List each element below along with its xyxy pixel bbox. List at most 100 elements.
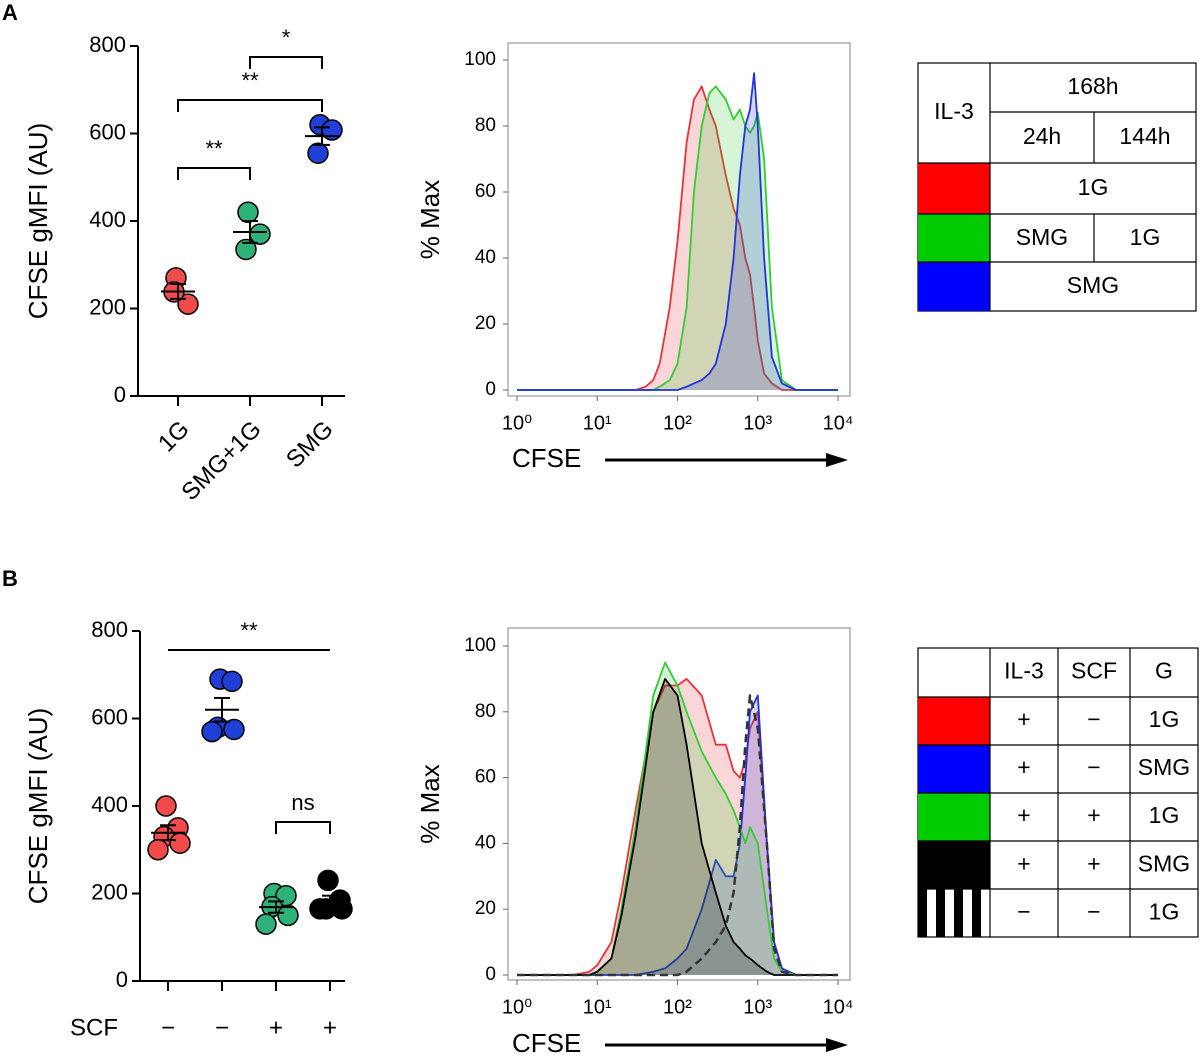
x-tick-label: + [323,1014,337,1041]
y-tick-label: 0 [116,967,128,992]
y-tick-label: 200 [91,879,128,904]
dot [223,718,245,741]
dot [255,913,277,935]
cell: 1G [1078,174,1109,200]
x-tick-label: 10⁴ [823,412,854,434]
cell: 144h [1119,123,1170,149]
dot [307,142,329,164]
swatch [918,745,990,793]
dot [237,201,259,223]
cell: 24h [1023,123,1061,149]
y-tick-label: 0 [114,382,126,407]
swatch [918,262,990,311]
y-tick-label: 400 [89,207,126,232]
x-tick-label: 1G [153,416,195,458]
x-axis-label: SCF [70,1014,118,1041]
x-tick-label: 10¹ [583,996,612,1018]
histogram [517,72,838,391]
histogram [517,85,838,391]
cell: 1G [1149,802,1180,828]
x-tick-label: − [161,1014,175,1041]
dot [147,839,169,861]
y-tick-label: 600 [89,119,126,144]
y-tick-label: 800 [89,32,126,57]
histogram [517,694,838,977]
y-tick-label: 800 [91,617,128,642]
cell: SMG [1138,754,1190,780]
y-tick-label: 40 [475,832,496,853]
dot [317,869,339,892]
cell: − [1017,899,1030,925]
panel-label: A [2,0,18,25]
dot [155,795,177,817]
histogram [517,85,838,391]
x-axis-label: CFSE [512,443,581,473]
x-tick-label: 10³ [743,412,772,434]
y-axis-label: CFSE gMFI (AU) [23,708,53,904]
y-tick-label: 80 [475,115,496,136]
y-tick-label: 400 [91,792,128,817]
y-tick-label: 100 [464,635,496,656]
cell: + [1017,706,1030,732]
x-tick-label: + [269,1014,283,1041]
x-tick-label: SMG [281,416,339,474]
dot [309,898,331,920]
plot-frame [507,627,851,981]
dot [221,670,243,693]
significance-label: ** [205,136,223,161]
dot [249,223,271,245]
x-tick-label: 10¹ [583,412,612,434]
significance-label: ** [241,68,259,93]
cell: 168h [1067,73,1118,99]
swatch [918,163,990,214]
x-axis-label: CFSE [512,1028,581,1057]
y-tick-label: 0 [485,964,496,985]
striped-swatch [918,889,981,937]
y-tick-label: 80 [475,701,496,722]
y-tick-label: 600 [91,704,128,729]
significance-label: * [282,25,291,50]
dot [201,720,223,743]
arrowhead [826,453,848,467]
cell: − [1087,899,1100,925]
x-tick-label: 10² [663,412,692,434]
cell: SMG [1016,224,1068,250]
plot-frame [507,42,851,397]
y-tick-label: 40 [475,247,496,268]
cell: IL-3 [934,98,974,124]
significance-bracket [177,99,323,112]
table: IL-3 168h 24h 144h 1G SMG 1G SMG [917,62,1197,312]
histogram [517,678,838,976]
dot [331,898,353,920]
y-tick-label: 200 [89,294,126,319]
cell: 1G [1130,224,1161,250]
x-tick-label: 10³ [743,996,772,1018]
swatch [918,697,990,745]
dot [169,832,191,854]
x-tick-label: − [215,1014,229,1041]
cell: SMG [1067,272,1119,298]
y-tick-label: 20 [475,898,496,919]
table [917,647,1199,938]
cell: + [1087,802,1100,828]
x-tick-label: 10⁴ [823,996,854,1018]
cell: IL-3 [1004,658,1044,684]
y-tick-label: 0 [485,379,496,400]
y-tick-label: 60 [475,181,496,202]
significance-bracket [275,821,331,834]
cell: 1G [1149,899,1180,925]
swatch [918,214,990,262]
significance-label: ns [291,790,314,815]
y-tick-label: 100 [464,49,496,70]
y-tick-label: 20 [475,313,496,334]
dot [235,238,257,261]
dot [277,904,299,927]
panel-label: B [2,566,18,591]
cell: − [1087,754,1100,780]
x-tick-label: SMG+1G [176,416,266,506]
cell: + [1017,850,1030,876]
y-axis-label: % Max [415,764,445,843]
cell: + [1017,754,1030,780]
cell: + [1087,850,1100,876]
